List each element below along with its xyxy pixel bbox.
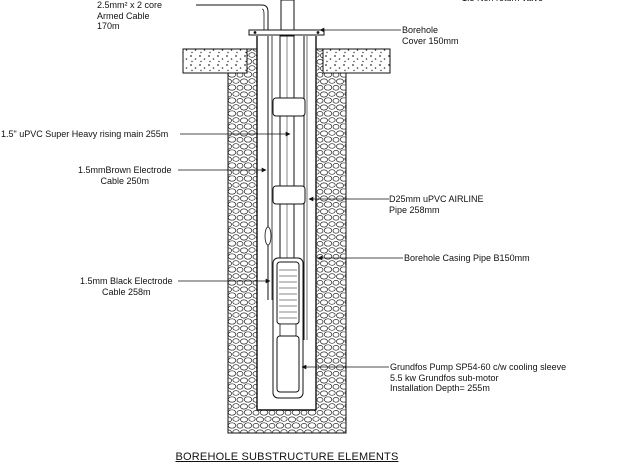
borehole-cover-line-1: Borehole [402, 25, 439, 35]
label-pump: Grundfos Pump SP54-60 c/w cooling sleeve… [390, 362, 566, 394]
diagram-title: BOREHOLE SUBSTRUCTURE ELEMENTS [175, 451, 399, 463]
airline-line-2: Pipe 258mm [389, 204, 440, 215]
coupling-upper [272, 97, 306, 117]
black-electrode-line-2: Cable 258m [102, 286, 151, 297]
armed-cable-line-2: Armed Cable [97, 10, 150, 21]
label-brown-electrode: 1.5mmBrown Electrode Cable 250m [78, 165, 172, 186]
pump-line-1: Grundfos Pump SP54-60 c/w cooling sleeve [390, 362, 567, 372]
brown-electrode-line-2: Cable 250m [100, 175, 150, 186]
surface-soil-left [182, 48, 248, 74]
armed-cable-line-outer [261, 8, 265, 30]
label-casing-pipe: Borehole Casing Pipe B150mm [404, 253, 530, 263]
cover-bolt-left [253, 31, 257, 34]
armed-cable-line [196, 4, 269, 30]
borehole-cover-line-2: Cover 150mm [402, 35, 459, 46]
label-rising-main: 1.5" uPVC Super Heavy rising main 255m [1, 129, 169, 139]
pump-intake [279, 323, 297, 337]
borehole-cover [248, 29, 325, 36]
pump-line-2: 5.5 kw Grundfos sub-motor [390, 372, 499, 383]
cover-bolt-right [316, 31, 320, 34]
coupling-lower [272, 185, 306, 205]
label-non-return-valve: 1.5 Non return valve [462, 0, 543, 4]
airline-line-1: D25mm uPVC AIRLINE [389, 194, 484, 204]
brown-electrode-line-1: 1.5mmBrown Electrode [78, 165, 172, 175]
armed-cable-line-1: 2.5mm² x 2 core [97, 0, 163, 10]
label-black-electrode: 1.5mm Black Electrode Cable 258m [80, 276, 173, 297]
pump-stages [279, 269, 297, 319]
label-armed-cable: 2.5mm² x 2 core Armed Cable 170m [97, 0, 162, 32]
sub-motor [276, 335, 300, 393]
pump-line-3: Installation Depth= 255m [390, 383, 490, 393]
rising-main-top [280, 0, 295, 31]
cable-float [264, 226, 272, 246]
surface-soil-right [322, 48, 391, 74]
black-electrode-line-1: 1.5mm Black Electrode [80, 276, 173, 286]
pump-body [276, 261, 300, 325]
label-borehole-cover: Borehole Cover 150mm [402, 25, 459, 46]
label-airline: D25mm uPVC AIRLINE Pipe 258mm [389, 194, 484, 215]
armed-cable-line-3: 170m [97, 21, 120, 31]
